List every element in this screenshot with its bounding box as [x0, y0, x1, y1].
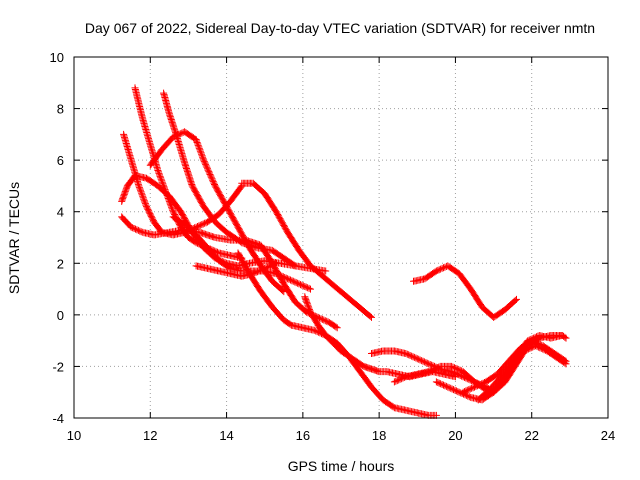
- y-tick-label: 10: [50, 50, 64, 65]
- series-track-5: [238, 179, 375, 321]
- x-tick-label: 18: [372, 428, 386, 443]
- y-tick-label: 2: [57, 256, 64, 271]
- y-axis-label: SDTVAR / TECUs: [6, 182, 22, 294]
- y-tick-label: 8: [57, 102, 64, 117]
- x-tick-label: 20: [448, 428, 462, 443]
- y-tick-label: 0: [57, 308, 64, 323]
- data-marker-path: [238, 179, 375, 321]
- series-track-3: [160, 89, 299, 270]
- y-tick-label: 6: [57, 153, 64, 168]
- plot-frame: [73, 56, 609, 419]
- data-marker-path: [410, 262, 520, 321]
- series-track-1: [118, 172, 330, 275]
- grid-lines: [74, 57, 608, 418]
- x-tick-label: 22: [524, 428, 538, 443]
- chart-title: Day 067 of 2022, Sidereal Day-to-day VTE…: [85, 20, 595, 36]
- x-tick-label: 14: [219, 428, 233, 443]
- x-tick-label: 16: [296, 428, 310, 443]
- series-track-17: [410, 262, 520, 321]
- y-tick-label: 4: [57, 205, 64, 220]
- x-tick-label: 10: [67, 428, 81, 443]
- x-tick-label: 12: [143, 428, 157, 443]
- x-axis-label: GPS time / hours: [288, 458, 395, 474]
- series-track-16: [474, 342, 570, 404]
- data-points: [118, 84, 570, 419]
- data-marker-path: [160, 89, 299, 270]
- y-tick-label: -4: [52, 411, 64, 426]
- y-tick-label: -2: [52, 359, 64, 374]
- data-marker-path: [118, 172, 330, 275]
- data-marker-path: [474, 342, 570, 404]
- x-tick-label: 24: [601, 428, 615, 443]
